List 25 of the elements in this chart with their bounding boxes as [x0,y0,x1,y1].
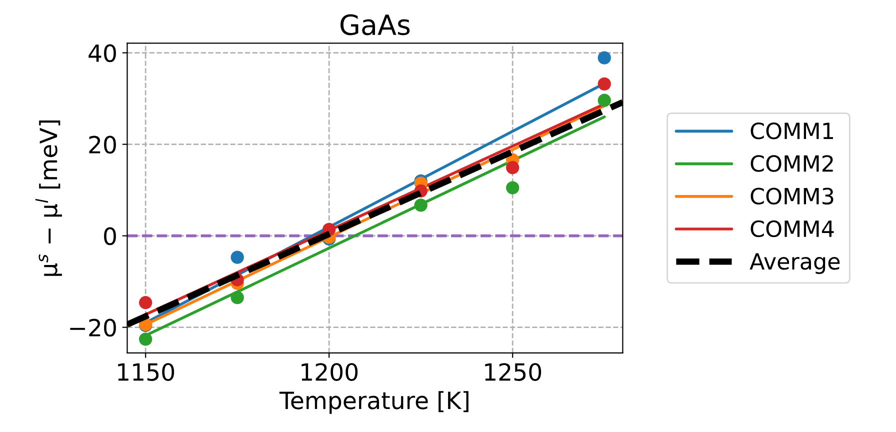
y-tick-label: 0 [104,227,116,246]
legend-label: COMM4 [750,220,834,238]
point [230,290,244,304]
y-tick-label: 20 [89,136,116,154]
legend-label: COMM2 [750,155,833,172]
point [414,198,428,212]
y-tick-label: −20 [70,318,116,337]
point [598,51,611,64]
y-tick-label: 40 [88,44,116,62]
x-tick-label: 1250 [485,363,542,381]
y-axis-title: μ$^{s}$ − μ$^{l}$ [meV] [35,120,62,276]
legend-label: COMM1 [750,122,833,140]
point [506,161,520,174]
x-tick-label: 1200 [302,363,358,381]
point [598,77,611,91]
x-axis-title: Temperature [K] [279,391,468,414]
x-tick-label: 1150 [118,363,174,381]
legend-label: COMM3 [750,188,834,205]
point [138,332,152,346]
point [138,296,152,310]
point [230,250,244,264]
point [598,94,611,107]
point [506,181,520,194]
legend-label: Average [750,253,840,274]
chart-title: GaAs [340,14,410,36]
